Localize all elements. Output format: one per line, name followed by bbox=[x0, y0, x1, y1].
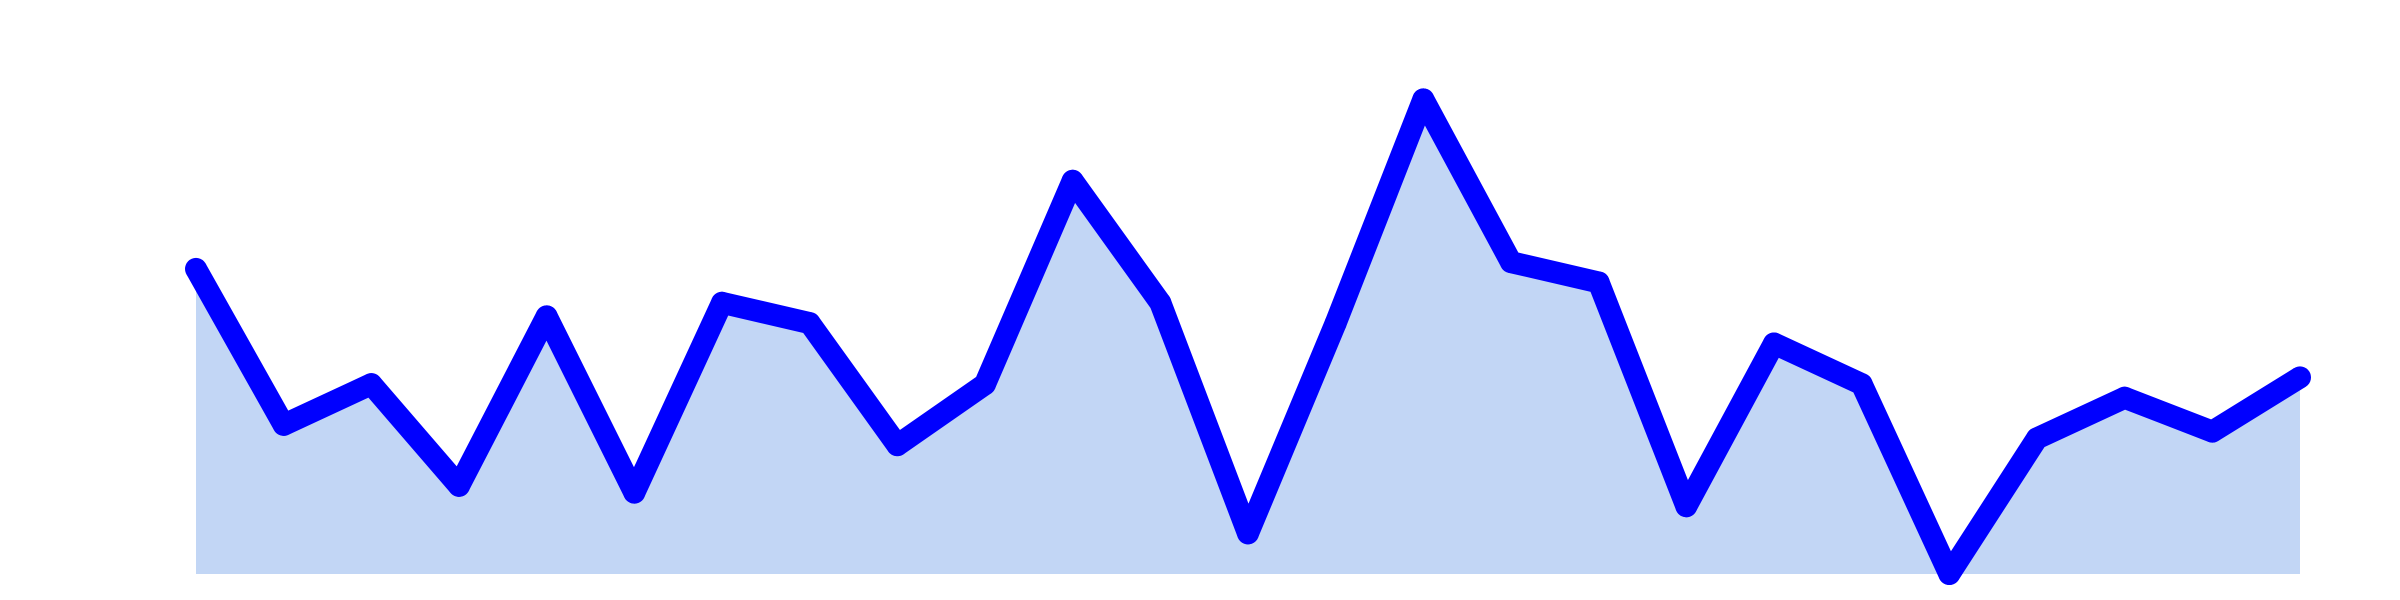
series-0-point-18 bbox=[1763, 332, 1785, 355]
series-0-point-3 bbox=[448, 474, 470, 497]
series-0-point-8 bbox=[886, 434, 909, 457]
series-0-point-10 bbox=[1061, 169, 1084, 192]
series-0-point-5 bbox=[623, 481, 646, 504]
series-0-area-fill bbox=[196, 99, 2300, 575]
series-0-point-20 bbox=[1938, 563, 1961, 585]
series-0-point-21 bbox=[2026, 427, 2048, 450]
series-0-point-12 bbox=[1237, 522, 1259, 545]
series-0-point-11 bbox=[1149, 291, 1172, 314]
series-0-point-7 bbox=[798, 312, 821, 335]
series-0-point-15 bbox=[1500, 251, 1522, 274]
series-0-point-23 bbox=[2201, 420, 2224, 443]
series-0-point-22 bbox=[2113, 386, 2136, 409]
series-0-point-9 bbox=[974, 373, 996, 396]
plot-area bbox=[185, 88, 2311, 585]
series-0-point-13 bbox=[1324, 312, 1347, 335]
series-0-point-19 bbox=[1850, 373, 1873, 396]
series-0-point-2 bbox=[360, 373, 383, 396]
series-0-point-14 bbox=[1412, 88, 1435, 111]
series-0-point-1 bbox=[272, 413, 295, 436]
series-0-point-4 bbox=[535, 305, 558, 328]
series-0-point-24 bbox=[2289, 366, 2311, 389]
series-0-point-16 bbox=[1587, 271, 1610, 294]
series-0-point-6 bbox=[711, 291, 733, 314]
series-0-point-0 bbox=[185, 257, 207, 280]
series-0-point-17 bbox=[1675, 495, 1698, 518]
